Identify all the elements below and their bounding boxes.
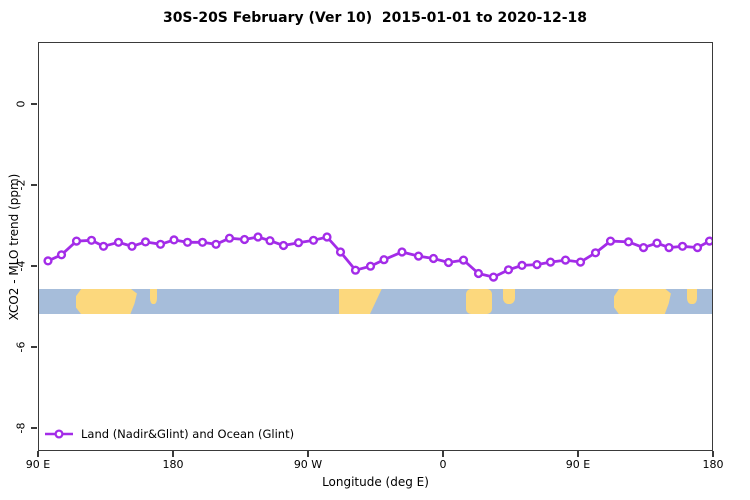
data-point-marker [545,257,556,267]
data-point-marker [397,247,407,257]
data-point-marker [605,236,616,246]
x-tick-mark [172,451,174,457]
data-point-marker [638,243,649,253]
data-point-marker [155,239,166,249]
data-point-marker [278,240,289,251]
data-point-marker [211,239,221,249]
data-point-marker [488,272,499,282]
data-point-marker [652,238,662,248]
x-tick-label: 0 [439,458,447,471]
data-point-marker [428,253,439,264]
land-segment-africa [465,288,492,315]
data-point-marker [98,241,109,251]
y-tick-label: -2 [14,179,28,191]
data-series-svg [43,232,712,282]
data-point-marker [590,248,601,258]
legend-label: Land (Nadir&Glint) and Ocean (Glint) [81,427,295,441]
y-tick-label: -4 [14,260,28,272]
data-point-marker [335,247,346,257]
data-point-marker [704,236,712,246]
data-point-marker [56,250,67,260]
data-point-marker [293,238,304,248]
legend-marker-icon [45,429,73,439]
data-point-marker [473,268,484,279]
y-tick-label: -8 [14,422,28,434]
plot-area: Land (Nadir&Glint) and Ocean (Glint) [38,42,713,451]
x-tick-label: 90 E [25,458,51,471]
legend: Land (Nadir&Glint) and Ocean (Glint) [44,427,294,441]
data-point-marker [677,241,688,251]
x-tick-mark [442,451,444,457]
y-tick-mark [31,427,37,429]
data-point-marker [365,261,376,271]
data-point-marker [443,257,454,268]
data-point-marker [413,251,424,261]
x-tick-label: 90 E [565,458,591,471]
land-segment-new-caledonia [150,288,157,304]
data-point-marker [86,235,97,245]
data-point-marker [182,237,193,247]
data-point-marker [575,257,586,267]
data-point-marker [224,233,235,243]
data-point-marker [379,255,389,265]
x-tick-mark [712,451,714,457]
data-point-marker [308,235,319,245]
data-point-marker [265,236,275,246]
x-tick-mark [577,451,579,457]
chart-title: 30S-20S February (Ver 10) 2015-01-01 to … [162,10,588,26]
data-point-marker [322,232,332,242]
data-point-marker [664,243,674,253]
y-tick-mark [31,103,37,105]
data-point-marker [560,255,571,265]
data-point-marker [239,234,250,245]
land-segment-new-caledonia-2 [687,288,697,304]
data-point-marker [140,237,151,247]
data-point-marker [43,256,53,266]
data-point-marker [623,237,634,247]
y-tick-mark [31,346,37,348]
data-point-marker [169,235,179,245]
x-tick-label: 180 [702,458,724,471]
y-tick-label: 0 [14,100,28,108]
x-axis-label: Longitude (deg E) [322,475,429,489]
data-point-marker [253,232,263,242]
y-axis-label: XCO2 - MLO trend (ppm) [7,173,21,321]
x-tick-label: 90 W [293,458,323,471]
data-point-marker [197,237,208,247]
data-point-marker [532,260,542,270]
x-tick-mark [37,451,39,457]
latitude-strip-map [39,288,712,315]
data-point-marker [503,265,514,275]
data-point-marker [71,236,82,246]
y-tick-label: -6 [14,341,28,353]
y-tick-mark [31,184,37,186]
data-point-marker [127,241,137,251]
land-segment-madagascar [502,288,516,304]
x-tick-label: 180 [162,458,184,471]
data-point-marker [350,265,361,275]
data-point-marker [517,260,527,271]
data-point-marker [692,243,703,253]
data-point-marker [113,237,124,247]
land-segment-australia [75,288,137,315]
data-point-marker [458,255,469,265]
x-tick-mark [307,451,309,457]
y-tick-mark [31,265,37,267]
land-segment-australia-2 [613,288,671,315]
